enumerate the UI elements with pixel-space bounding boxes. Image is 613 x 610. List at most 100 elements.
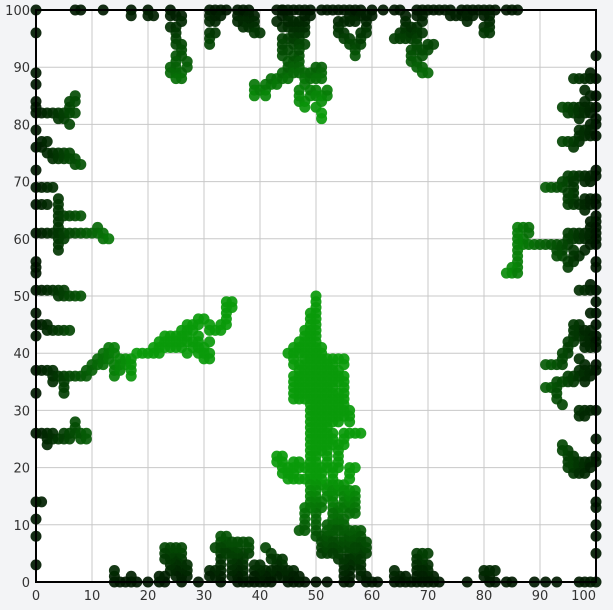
y-tick-label: 100 <box>5 4 30 19</box>
data-point <box>41 198 53 210</box>
x-tick-label: 70 <box>420 589 437 604</box>
data-point <box>321 427 333 439</box>
y-tick-label: 40 <box>13 347 30 362</box>
data-point <box>232 15 244 27</box>
data-point <box>254 27 266 39</box>
data-point <box>540 181 552 193</box>
x-tick-label: 10 <box>84 589 101 604</box>
data-point <box>181 559 193 571</box>
data-point <box>344 404 356 416</box>
data-point <box>108 565 120 577</box>
data-point <box>489 565 501 577</box>
data-point <box>568 73 580 85</box>
data-point <box>276 38 288 50</box>
data-point <box>64 118 76 130</box>
data-point <box>360 27 372 39</box>
data-point <box>75 210 87 222</box>
data-point <box>327 547 339 559</box>
data-point <box>226 536 238 548</box>
data-point <box>276 467 288 479</box>
data-point <box>540 359 552 371</box>
y-tick-label: 0 <box>22 576 30 591</box>
data-point <box>103 233 115 245</box>
data-point <box>360 536 372 548</box>
data-point <box>304 307 316 319</box>
data-point <box>556 439 568 451</box>
data-point <box>349 507 361 519</box>
data-point <box>75 158 87 170</box>
data-point <box>220 547 232 559</box>
data-point <box>523 227 535 239</box>
data-point <box>428 38 440 50</box>
y-tick-label: 80 <box>13 118 30 133</box>
data-point <box>573 284 585 296</box>
data-point <box>584 462 596 474</box>
data-point <box>478 10 490 22</box>
data-point <box>512 267 524 279</box>
data-point <box>321 84 333 96</box>
x-tick-label: 20 <box>140 589 157 604</box>
data-point <box>416 27 428 39</box>
data-point <box>568 244 580 256</box>
y-tick-label: 70 <box>13 176 30 191</box>
data-point <box>540 382 552 394</box>
data-point <box>69 416 81 428</box>
data-point <box>579 324 591 336</box>
y-tick-label: 60 <box>13 233 30 248</box>
x-tick-label: 0 <box>32 589 40 604</box>
y-tick-label: 10 <box>13 519 30 534</box>
data-point <box>75 290 87 302</box>
data-point <box>321 353 333 365</box>
x-tick-label: 30 <box>196 589 213 604</box>
data-point <box>204 38 216 50</box>
data-point <box>288 393 300 405</box>
data-point <box>299 101 311 113</box>
data-point <box>36 496 48 508</box>
data-point <box>226 296 238 308</box>
data-point <box>310 73 322 85</box>
data-point <box>64 324 76 336</box>
y-tick-label: 30 <box>13 404 30 419</box>
data-point <box>204 336 216 348</box>
y-tick-label: 50 <box>13 290 30 305</box>
data-point <box>58 387 70 399</box>
data-point <box>556 399 568 411</box>
y-tick-label: 90 <box>13 61 30 76</box>
data-point <box>327 507 339 519</box>
data-point <box>265 553 277 565</box>
data-point <box>422 67 434 79</box>
data-point <box>299 324 311 336</box>
data-point <box>332 525 344 537</box>
data-point <box>349 462 361 474</box>
data-points <box>30 4 602 588</box>
x-tick-label: 80 <box>476 589 493 604</box>
data-point <box>349 50 361 62</box>
data-point <box>159 553 171 565</box>
data-point <box>170 542 182 554</box>
x-tick-label: 100 <box>571 589 596 604</box>
data-point <box>556 136 568 148</box>
data-point <box>579 376 591 388</box>
data-point <box>344 416 356 428</box>
data-point <box>41 136 53 148</box>
x-tick-label: 40 <box>252 589 269 604</box>
data-point <box>204 353 216 365</box>
x-axis-ticks: 0 10 20 30 40 50 60 70 80 90 100 <box>32 589 596 604</box>
data-point <box>204 570 216 582</box>
data-point <box>422 547 434 559</box>
x-tick-label: 90 <box>532 589 549 604</box>
data-point <box>388 565 400 577</box>
data-point <box>556 101 568 113</box>
data-point <box>282 347 294 359</box>
data-point <box>181 61 193 73</box>
data-point <box>52 244 64 256</box>
data-point <box>579 410 591 422</box>
data-point <box>584 307 596 319</box>
data-point <box>562 187 574 199</box>
data-point <box>316 341 328 353</box>
data-point <box>579 96 591 108</box>
data-point <box>316 113 328 125</box>
data-point <box>215 530 227 542</box>
data-point <box>52 193 64 205</box>
